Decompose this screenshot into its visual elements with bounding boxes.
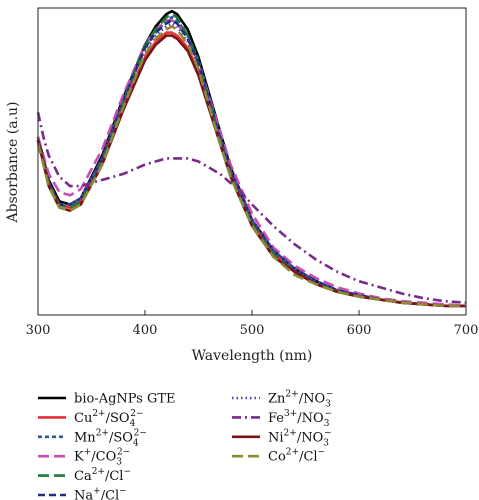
x-tick-label: 600: [347, 323, 372, 338]
legend-entry-label: K+​/CO32−​: [74, 448, 130, 468]
x-axis-ticks: 300 400 500 600 700: [26, 310, 479, 338]
series-line: [36, 18, 467, 308]
x-axis-title: Wavelength (nm): [192, 348, 313, 364]
x-tick-label: 300: [26, 323, 51, 338]
series-line: [36, 25, 466, 308]
series-line: [36, 31, 466, 308]
plot-lines: [36, 9, 467, 308]
legend-entry-label: Ni2+​/NO3−​: [268, 428, 332, 448]
legend-entry-label: Co2+​/Cl−​: [268, 448, 325, 465]
series-line: [36, 112, 467, 304]
legend-entry-label: Zn2+​/NO3−​: [268, 390, 333, 410]
legend-entry-label: Fe3+​/NO3−​: [268, 409, 332, 429]
legend: bio-AgNPs GTE Cu2+​/SO42−​Mn2+​/SO42−​K+​…: [38, 390, 333, 500]
legend-entry-label: bio-AgNPs GTE: [74, 392, 176, 407]
x-tick-label: 400: [133, 323, 158, 338]
x-tick-label: 700: [454, 323, 479, 338]
legend-entry-label: Cu2+​/SO42−​: [74, 409, 144, 429]
legend-entry-label: Na+​/Cl−​: [74, 487, 127, 500]
legend-entry-label: Mn2+​/SO42−​: [74, 428, 147, 448]
x-tick-label: 500: [240, 323, 265, 338]
series-line: [36, 18, 466, 308]
series-line: [36, 34, 466, 308]
y-axis-title: Absorbance (a.u): [5, 101, 21, 223]
legend-entry-label: Ca2+​/Cl−​: [74, 467, 131, 484]
